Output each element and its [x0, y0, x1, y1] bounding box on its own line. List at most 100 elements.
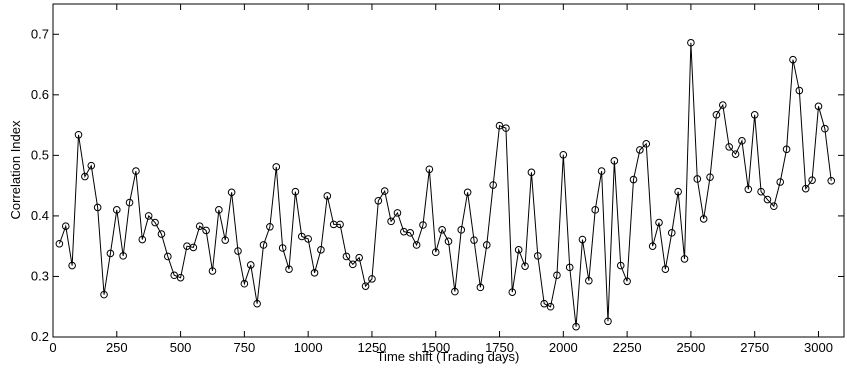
y-tick-label: 0.5: [31, 147, 49, 162]
y-axis-label: Correlation Index: [8, 120, 23, 219]
data-point: [661, 265, 670, 273]
data-point: [699, 215, 708, 223]
data-point: [578, 235, 587, 244]
data-point: [431, 248, 440, 257]
data-point: [782, 145, 791, 154]
data-point: [750, 110, 759, 119]
data-point: [272, 163, 281, 171]
data-point: [151, 218, 159, 227]
data-point: [215, 206, 223, 214]
x-tick-label: 750: [234, 340, 256, 355]
data-markers: [55, 38, 836, 331]
data-point: [521, 262, 529, 270]
data-point: [680, 255, 689, 263]
x-tick-label: 1250: [357, 340, 386, 355]
axis-ticks: [52, 4, 844, 338]
data-point: [527, 168, 536, 177]
x-tick-label: 250: [106, 340, 128, 355]
data-point: [648, 242, 657, 250]
data-point: [317, 246, 325, 254]
data-point: [425, 165, 434, 174]
data-point: [81, 172, 89, 181]
data-point: [393, 209, 402, 217]
data-point: [655, 218, 663, 227]
y-tick-label: 0.6: [31, 87, 49, 102]
data-point: [687, 38, 695, 47]
data-point: [349, 260, 357, 269]
data-point: [419, 221, 427, 229]
x-tick-label: 3000: [804, 340, 833, 355]
data-point: [591, 206, 600, 214]
axis-tick-labels: 0 250 500 750 1000 1250 1500 1750 2000 2250 2500 27…: [31, 26, 833, 355]
data-point: [476, 283, 485, 292]
data-point: [195, 222, 204, 231]
data-point: [508, 288, 517, 296]
data-point: [801, 184, 810, 193]
data-point: [725, 143, 733, 151]
data-point: [495, 121, 504, 130]
x-tick-label: 500: [170, 340, 192, 355]
data-point: [553, 271, 561, 280]
x-tick-label: 2750: [740, 340, 769, 355]
data-point: [125, 198, 134, 207]
x-axis-label: Time shift (Trading days): [377, 349, 520, 364]
data-point: [138, 235, 147, 244]
data-point: [297, 232, 306, 241]
data-point: [559, 150, 568, 159]
data-point: [604, 317, 612, 326]
data-point: [119, 252, 127, 260]
data-point: [572, 322, 580, 331]
data-point: [164, 252, 172, 261]
data-point: [221, 236, 230, 244]
data-point: [776, 178, 785, 186]
data-point: [718, 101, 727, 109]
data-point: [55, 239, 64, 248]
data-point: [106, 249, 115, 258]
plot-area-frame: [52, 3, 845, 338]
data-point: [667, 229, 676, 237]
x-tick-label: 1000: [294, 340, 323, 355]
data-point: [821, 124, 829, 133]
data-point: [540, 299, 548, 308]
data-point: [368, 275, 376, 283]
data-point: [489, 181, 497, 189]
data-point: [259, 241, 268, 249]
data-point: [278, 244, 287, 252]
x-tick-label: 2250: [613, 340, 642, 355]
data-point: [323, 192, 332, 200]
data-point: [144, 212, 153, 220]
data-point: [342, 252, 351, 261]
y-tick-label: 0.2: [31, 329, 49, 344]
data-point: [674, 187, 682, 196]
data-point: [240, 279, 249, 288]
x-tick-label: 2000: [549, 340, 578, 355]
data-point: [246, 261, 255, 269]
data-point: [585, 276, 593, 285]
data-point: [827, 176, 836, 185]
data-point: [374, 196, 383, 205]
data-point: [693, 175, 702, 183]
data-point: [310, 269, 319, 277]
series-line: [58, 42, 832, 327]
data-point: [795, 86, 804, 95]
data-point: [100, 290, 108, 299]
data-point: [157, 230, 166, 238]
x-tick-label: 1750: [485, 340, 514, 355]
data-point: [253, 299, 261, 308]
x-tick-label: 0: [49, 340, 56, 355]
data-point: [706, 173, 714, 181]
data-point: [744, 185, 753, 194]
data-point: [789, 55, 797, 64]
data-point: [502, 124, 510, 132]
data-point: [406, 229, 415, 237]
data-point: [757, 187, 765, 196]
data-point: [565, 263, 574, 272]
data-point: [176, 273, 185, 282]
data-point: [291, 187, 300, 196]
data-point: [597, 167, 606, 175]
data-point: [412, 241, 421, 249]
data-point: [534, 252, 542, 260]
data-point: [189, 243, 198, 252]
y-tick-label: 0.7: [31, 26, 49, 41]
